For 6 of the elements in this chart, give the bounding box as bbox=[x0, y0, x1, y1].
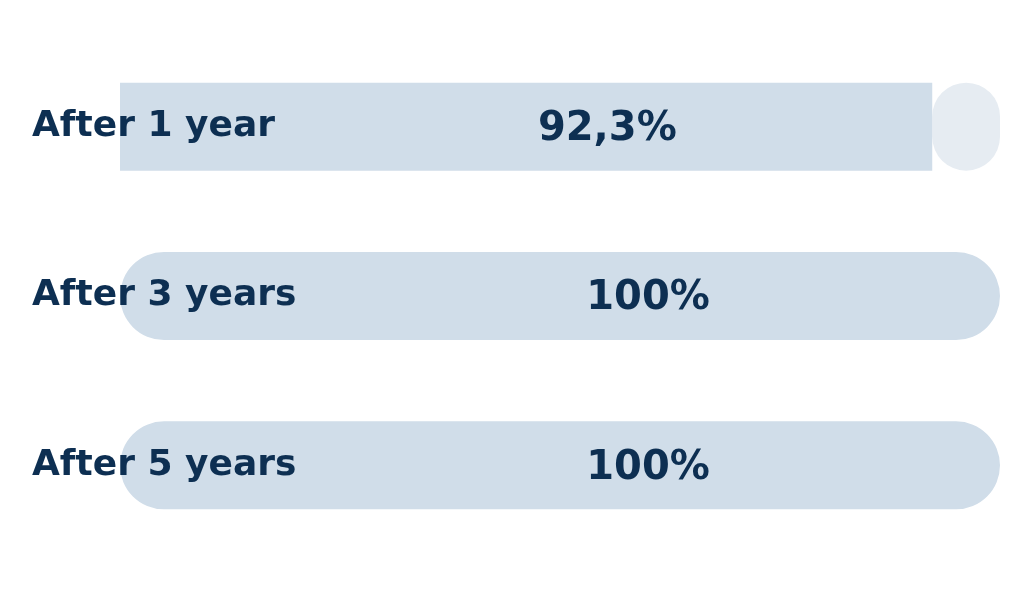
data-label: 100% bbox=[586, 441, 710, 488]
data-label: 100% bbox=[586, 272, 710, 319]
y-tick-label: After 5 years bbox=[32, 441, 297, 483]
y-tick-label: After 1 year bbox=[32, 103, 276, 145]
y-tick-label: After 3 years bbox=[32, 272, 297, 314]
data-label: 92,3% bbox=[537, 103, 677, 150]
